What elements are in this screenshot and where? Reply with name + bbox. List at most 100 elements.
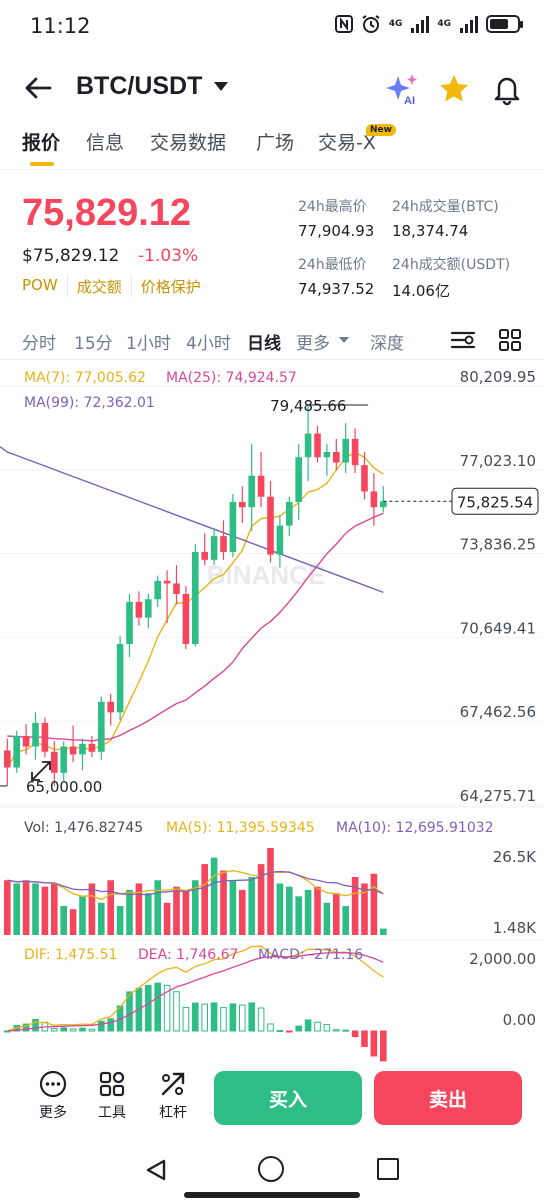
leverage-label: 杠杆 xyxy=(159,1105,187,1121)
volume-ma5-legend: MA(5): 11,395.59345 xyxy=(166,820,315,836)
interval-1h[interactable]: 1小时 xyxy=(126,334,171,354)
buy-button[interactable]: 买入 xyxy=(214,1071,362,1125)
chart-grid xyxy=(0,385,544,941)
volume-bar xyxy=(286,886,293,935)
stat-value: 74,937.52 xyxy=(298,280,375,298)
ai-sparkle-icon[interactable]: AI xyxy=(384,72,420,106)
status-icons: 4G 4G xyxy=(334,14,523,34)
tab-info[interactable]: 信息 xyxy=(86,132,125,154)
volume-bar xyxy=(192,880,199,935)
volume-bar xyxy=(295,896,302,935)
candle-body xyxy=(323,452,331,458)
price-axis-label: 73,836.25 xyxy=(460,536,536,554)
interval-bar: 分时 15分 1小时 4小时 日线 更多 深度 xyxy=(0,320,544,360)
candle-body xyxy=(276,525,284,555)
volume-bar xyxy=(210,857,218,935)
leverage-button[interactable]: 杠杆 xyxy=(148,1066,198,1122)
candle-body xyxy=(22,735,30,747)
candle-body xyxy=(79,743,86,755)
macd-histogram-bar xyxy=(126,991,133,1032)
volume-bar xyxy=(60,906,67,935)
battery-icon xyxy=(486,15,523,33)
macd-histogram-bar xyxy=(173,991,180,1032)
volume-bar xyxy=(32,883,39,935)
macd-histogram-bar xyxy=(51,1027,58,1032)
chart-settings-icon[interactable] xyxy=(450,328,476,352)
interval-depth[interactable]: 深度 xyxy=(370,334,404,354)
tools-button[interactable]: 工具 xyxy=(87,1066,137,1122)
macd-dea-legend: DEA: 1,746.67 xyxy=(138,947,239,963)
interval-15m[interactable]: 15分 xyxy=(74,334,113,354)
macd-histogram-bar xyxy=(210,1002,218,1032)
price-change-percent: -1.03% xyxy=(138,246,199,266)
interval-4h[interactable]: 4小时 xyxy=(186,334,231,354)
macd-histogram-bar xyxy=(145,984,152,1032)
nav-home-icon[interactable] xyxy=(258,1156,284,1182)
candle-body xyxy=(4,750,11,768)
candle-body xyxy=(267,496,274,555)
pair-title[interactable]: BTC/USDT xyxy=(76,72,203,100)
candle-body xyxy=(135,601,143,618)
tab-trade-x[interactable]: 交易-X xyxy=(318,132,376,154)
candle-body xyxy=(182,593,190,644)
bell-icon[interactable] xyxy=(490,72,524,106)
low-marker-label: 65,000.00 xyxy=(26,778,102,796)
tag-price-protection[interactable]: 价格保护 xyxy=(140,278,201,296)
more-dots-icon xyxy=(39,1070,67,1098)
candle-body xyxy=(173,583,180,594)
macd-histogram-bar xyxy=(98,1020,105,1032)
pair-dropdown-icon[interactable] xyxy=(214,82,228,91)
layout-grid-icon[interactable] xyxy=(498,328,522,352)
last-price: 75,829.12 xyxy=(22,192,192,234)
more-button[interactable]: 更多 xyxy=(28,1066,78,1122)
candle-body xyxy=(32,722,39,747)
ai-label: AI xyxy=(404,95,415,106)
alarm-icon xyxy=(362,15,380,33)
volume-bar xyxy=(257,864,265,935)
ma7-legend: MA(7): 77,005.62 xyxy=(24,370,146,386)
high-marker-label: 79,485.66 xyxy=(270,397,346,415)
sell-button[interactable]: 卖出 xyxy=(374,1071,522,1125)
nav-recents-icon[interactable] xyxy=(377,1158,399,1180)
candle-body xyxy=(295,457,302,502)
candlestick-chart[interactable]: BINANCE 80,209.95 77,023.10 73,836.25 70,64… xyxy=(0,362,544,1062)
interval-1d[interactable]: 日线 xyxy=(247,334,281,354)
tab-square[interactable]: 广场 xyxy=(256,132,295,154)
stat-value: 77,904.93 xyxy=(298,222,375,240)
nav-back-icon[interactable] xyxy=(144,1158,168,1182)
current-price-label: 75,825.54 xyxy=(457,493,533,511)
status-bar: 11:12 4G 4G xyxy=(0,0,544,52)
volume-bar xyxy=(182,889,190,935)
candles xyxy=(4,405,387,786)
stat-value: 18,374.74 xyxy=(392,222,469,240)
macd-histogram-bar xyxy=(257,1007,265,1032)
price-markers: 79,485.66 65,000.00 75,825.54 xyxy=(0,397,539,796)
nfc-icon xyxy=(334,15,353,33)
candle-body xyxy=(154,580,161,600)
favorite-star-icon[interactable] xyxy=(437,72,471,106)
candle-body xyxy=(239,501,246,508)
volume-bar xyxy=(220,870,227,935)
volume-bar xyxy=(51,883,58,935)
tag-turnover[interactable]: 成交额 xyxy=(77,276,132,297)
volume-bar xyxy=(22,880,30,935)
tag-pow[interactable]: POW xyxy=(22,276,68,297)
tab-quote[interactable]: 报价 xyxy=(22,132,61,154)
volume-ma10-legend: MA(10): 12,695.91032 xyxy=(336,820,494,836)
interval-time-share[interactable]: 分时 xyxy=(22,334,56,354)
macd-histogram-bar xyxy=(370,1030,378,1057)
candle-body xyxy=(304,433,312,458)
interval-more[interactable]: 更多 xyxy=(296,334,330,354)
tab-trading-data[interactable]: 交易数据 xyxy=(150,132,227,154)
stat-label: 24h成交额(USDT) xyxy=(392,257,511,273)
expand-icon xyxy=(31,761,51,781)
binance-watermark: BINANCE xyxy=(207,560,325,590)
back-arrow-icon[interactable] xyxy=(22,72,54,104)
tools-label: 工具 xyxy=(98,1105,126,1121)
macd-dea-line xyxy=(7,952,384,1032)
volume-bar xyxy=(116,906,124,935)
macd-histogram-bar xyxy=(276,1030,284,1033)
volume-axis-bottom: 1.48K xyxy=(493,919,537,937)
volume-bar xyxy=(342,906,349,935)
system-nav-bar xyxy=(0,1140,544,1200)
